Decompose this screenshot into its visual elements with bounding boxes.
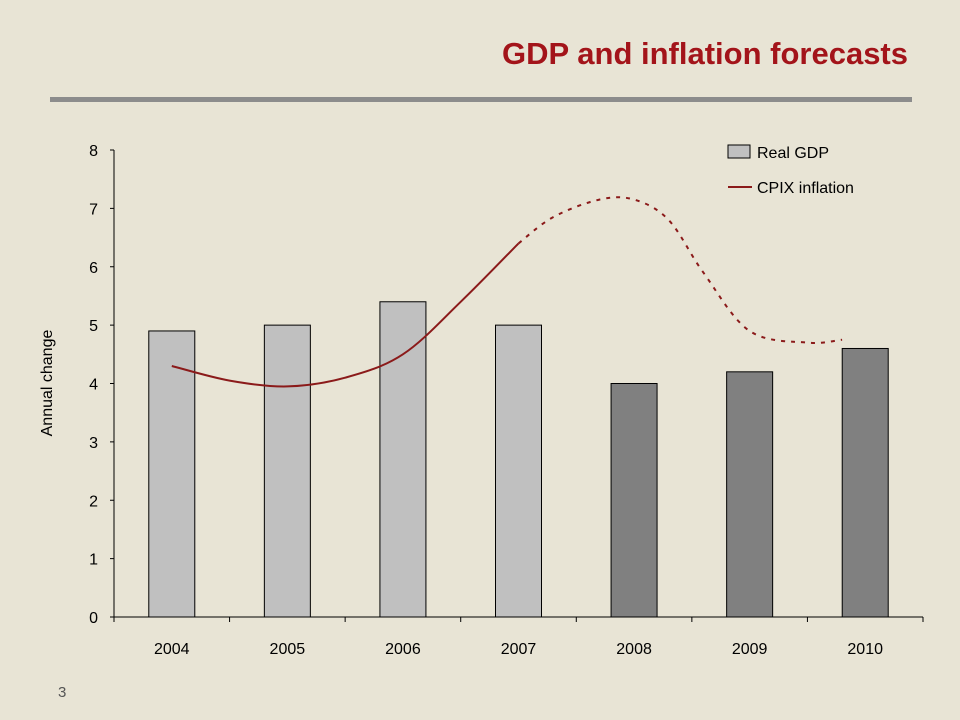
gdp-bars bbox=[148, 301, 889, 618]
x-tick-label: 2007 bbox=[501, 641, 537, 658]
y-tick-label: 8 bbox=[89, 143, 98, 160]
bar-gdp-2004 bbox=[148, 330, 196, 618]
cpix-inflation-line-actual bbox=[171, 242, 520, 388]
inflation-line-group bbox=[171, 196, 843, 388]
title-divider bbox=[50, 97, 912, 102]
x-tick-label: 2009 bbox=[732, 641, 768, 658]
y-tick-label: 0 bbox=[89, 610, 98, 627]
x-tick-label: 2008 bbox=[616, 641, 652, 658]
y-tick-label: 4 bbox=[89, 377, 98, 394]
legend-swatch-real-gdp bbox=[727, 144, 751, 159]
bar-gdp-2010 bbox=[841, 347, 889, 618]
x-axis: 2004 2005 2006 2007 2008 2009 2010 bbox=[113, 616, 924, 658]
y-tick-label: 6 bbox=[89, 260, 98, 277]
legend: Real GDP CPIX inflation bbox=[727, 144, 854, 197]
legend-label-cpix-inflation: CPIX inflation bbox=[757, 180, 854, 197]
slide-title: GDP and inflation forecasts bbox=[502, 36, 908, 71]
y-tick-label: 2 bbox=[89, 493, 98, 510]
gdp-inflation-chart: 0 1 2 3 4 5 6 7 8 2004 2005 2006 2007 2008 2009 2010 R… bbox=[39, 143, 924, 658]
x-tick-label: 2006 bbox=[385, 641, 421, 658]
y-axis-label: Annual change bbox=[39, 330, 56, 437]
legend-label-real-gdp: Real GDP bbox=[757, 145, 829, 162]
x-tick-label: 2004 bbox=[154, 641, 190, 658]
page-number: 3 bbox=[58, 684, 67, 701]
x-tick-label: 2010 bbox=[847, 641, 883, 658]
bar-gdp-2007 bbox=[495, 324, 542, 618]
x-tick-label: 2005 bbox=[270, 641, 306, 658]
y-tick-label: 7 bbox=[89, 201, 98, 218]
y-tick-label: 1 bbox=[89, 552, 98, 569]
bar-gdp-2005 bbox=[263, 324, 311, 618]
y-tick-label: 3 bbox=[89, 435, 98, 452]
y-tick-label: 5 bbox=[89, 318, 98, 335]
bar-gdp-2009 bbox=[726, 371, 774, 618]
bar-gdp-2008 bbox=[610, 383, 658, 618]
y-axis: 0 1 2 3 4 5 6 7 8 bbox=[89, 143, 115, 627]
cpix-inflation-line-forecast bbox=[517, 196, 843, 344]
bar-gdp-2006 bbox=[379, 301, 427, 618]
